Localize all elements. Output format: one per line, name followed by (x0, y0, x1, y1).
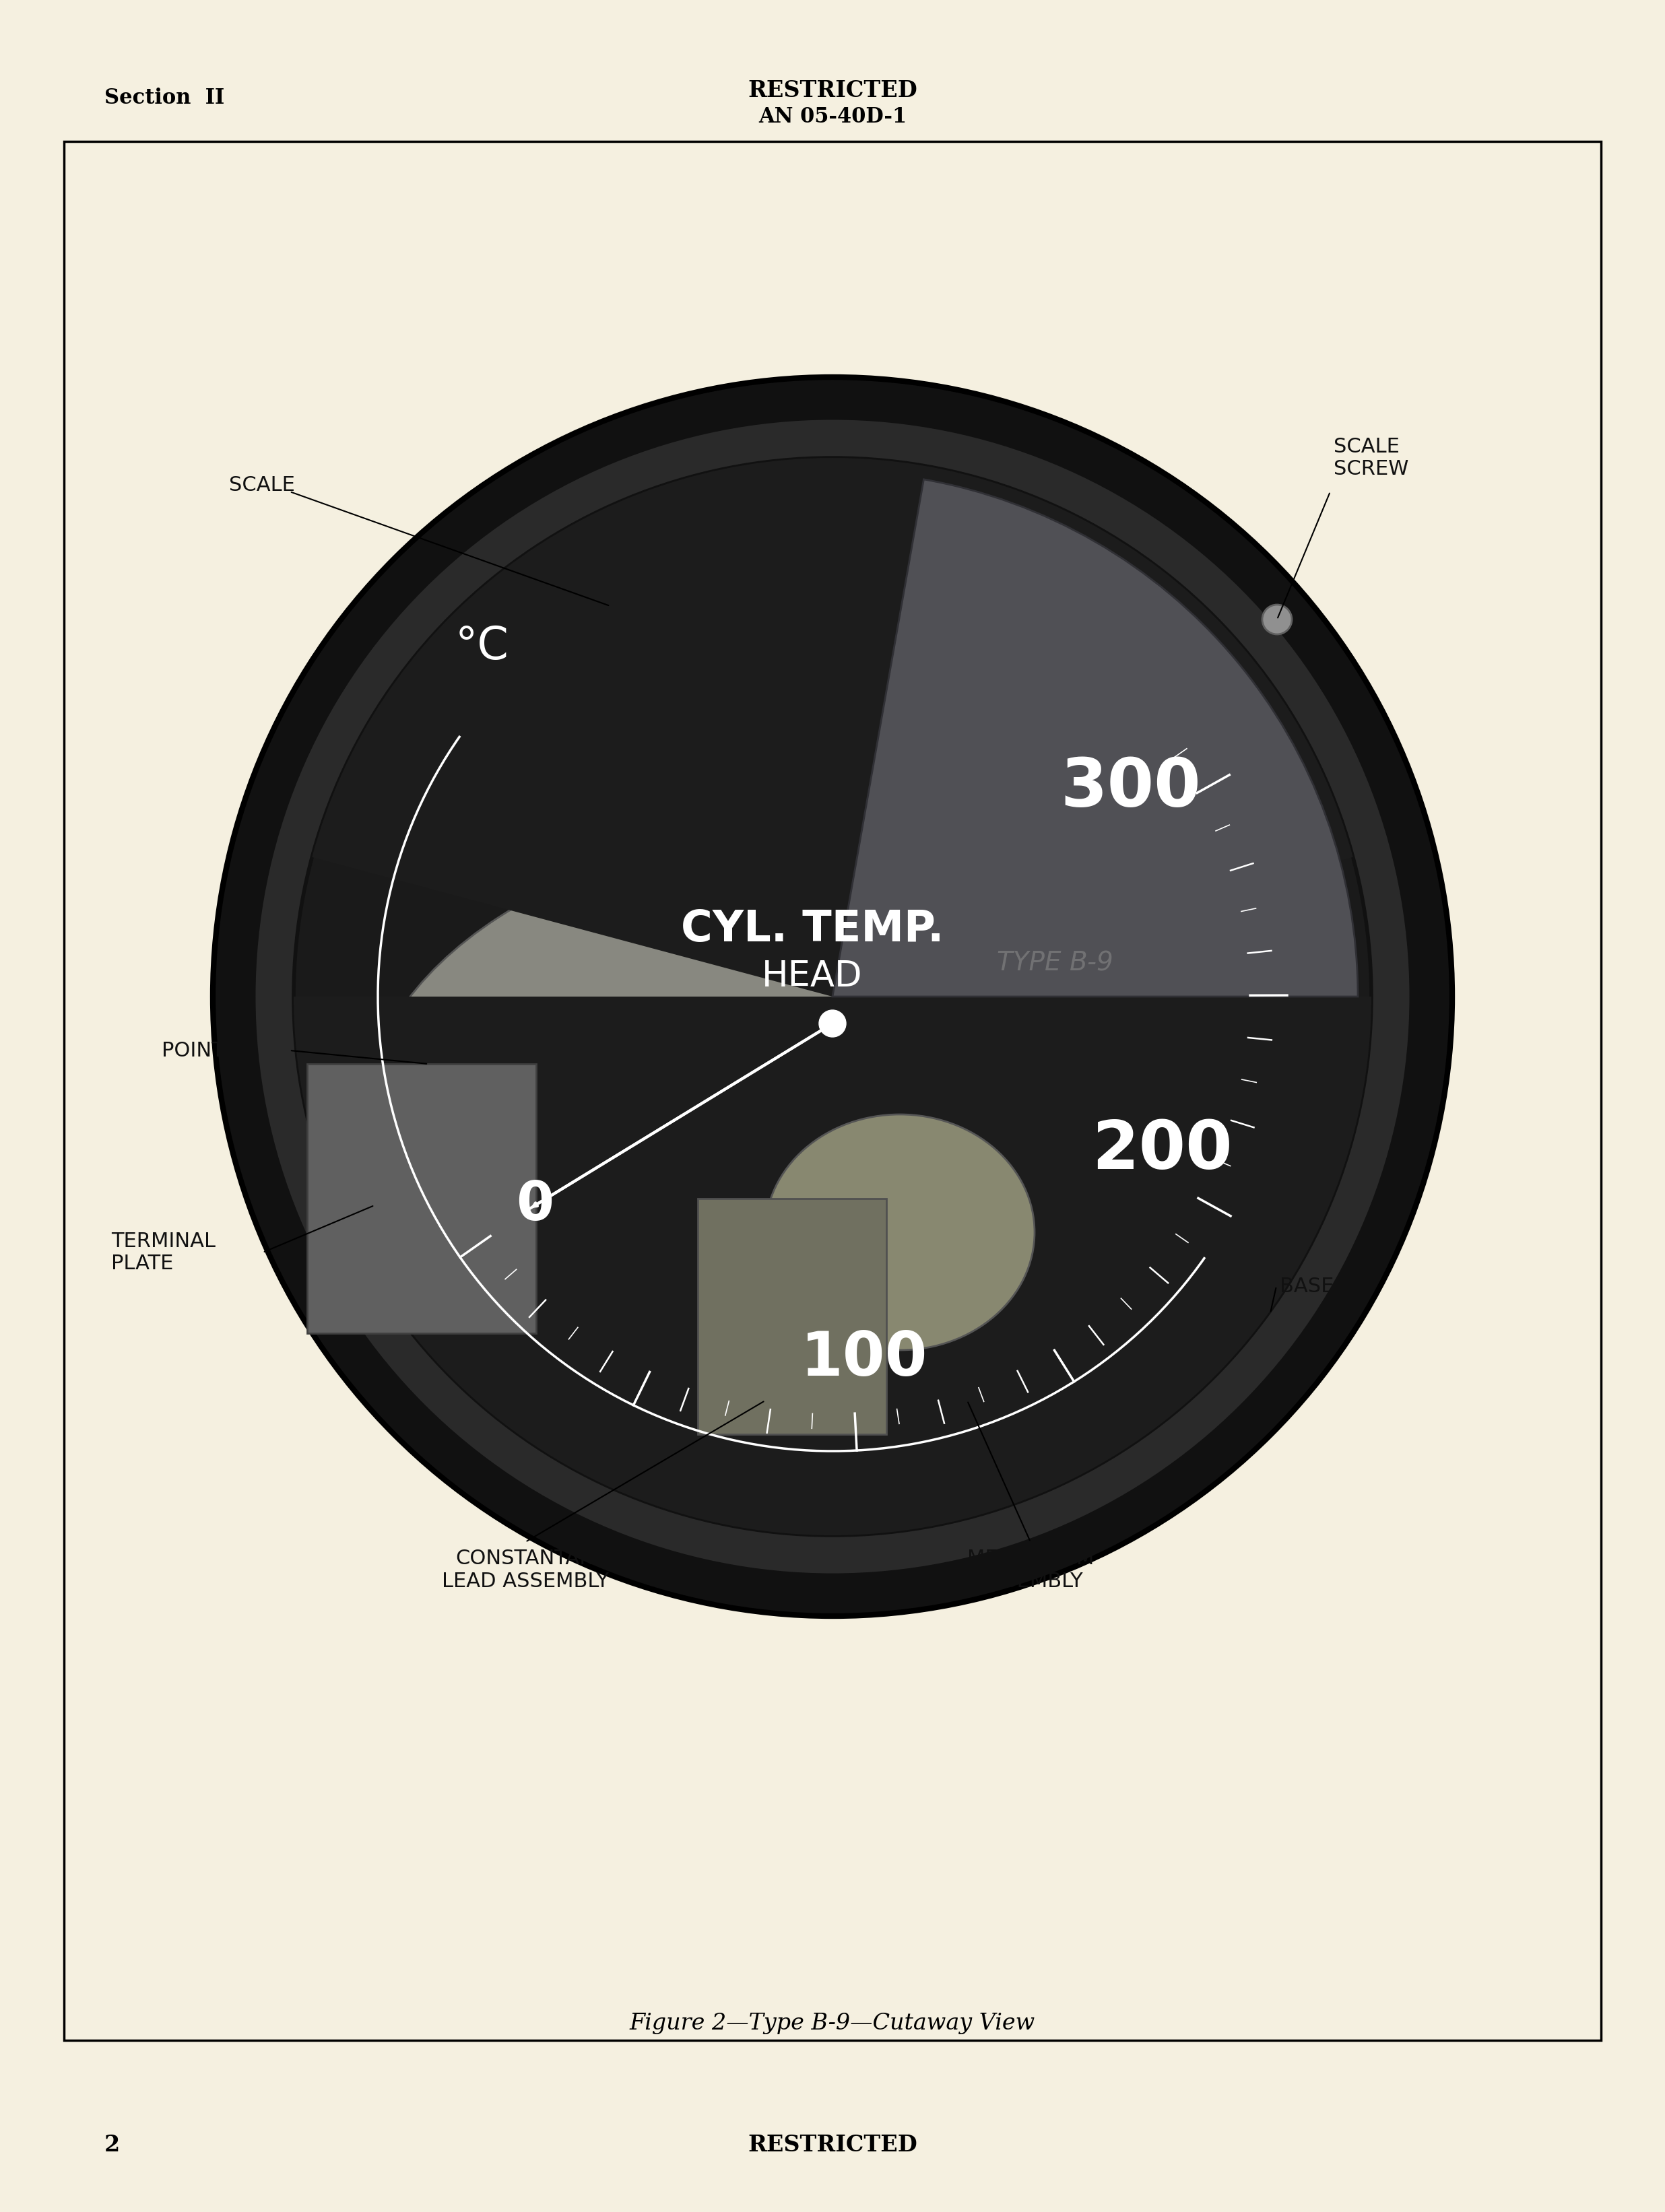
Wedge shape (311, 458, 1354, 998)
Circle shape (293, 458, 1372, 1535)
Text: CONSTANTAN
LEAD ASSEMBLY: CONSTANTAN LEAD ASSEMBLY (441, 1548, 609, 1590)
Text: BASE: BASE (1280, 1276, 1334, 1296)
Bar (698, 1199, 886, 1433)
Text: °C: °C (455, 624, 509, 668)
Text: HEAD: HEAD (763, 958, 862, 993)
Text: 100: 100 (801, 1329, 927, 1389)
Text: RESTRICTED: RESTRICTED (748, 2135, 917, 2157)
Wedge shape (832, 480, 1359, 998)
Text: Figure 2—Type B-9—Cutaway View: Figure 2—Type B-9—Cutaway View (629, 2013, 1036, 2035)
Text: 2: 2 (105, 2135, 120, 2157)
Text: MECHANISM
ASSEMBLY: MECHANISM ASSEMBLY (967, 1548, 1094, 1590)
Wedge shape (293, 998, 1372, 1535)
Text: Section  II: Section II (105, 88, 225, 108)
Text: SCALE: SCALE (230, 476, 295, 495)
Text: CYL. TEMP.: CYL. TEMP. (681, 909, 944, 951)
Text: 300: 300 (1061, 754, 1200, 821)
Text: TERMINAL
PLATE: TERMINAL PLATE (112, 1232, 215, 1274)
Text: TYPE B-9: TYPE B-9 (997, 951, 1112, 975)
Bar (63, 142, 1602, 2039)
Text: AN 05-40D-1: AN 05-40D-1 (758, 106, 907, 128)
Circle shape (1262, 604, 1292, 635)
Circle shape (819, 1011, 846, 1037)
Circle shape (213, 376, 1452, 1617)
Text: SCALE
SCREW: SCALE SCREW (1334, 436, 1409, 480)
Text: RESTRICTED: RESTRICTED (748, 80, 917, 102)
Text: 0: 0 (516, 1179, 553, 1232)
Circle shape (253, 418, 1412, 1575)
Ellipse shape (766, 1115, 1034, 1349)
Text: 200: 200 (1092, 1117, 1232, 1183)
Text: POINTER: POINTER (162, 1040, 251, 1060)
Bar (306, 1064, 536, 1334)
Ellipse shape (361, 827, 1304, 1433)
